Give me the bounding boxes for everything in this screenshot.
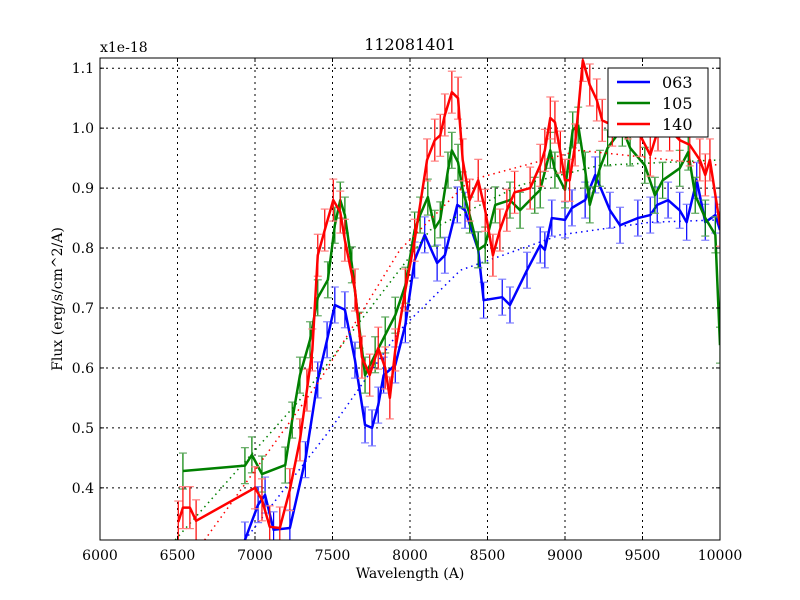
legend-label-105: 105 <box>662 94 693 113</box>
y-tick-label: 0.6 <box>72 361 94 377</box>
ticks: 6000 6500 7000 7500 8000 8500 9000 9500 10000 0.4… <box>72 58 743 564</box>
legend-label-063: 063 <box>662 73 693 92</box>
series-105 <box>174 106 720 540</box>
series-line-105 <box>182 123 720 476</box>
x-tick-label: 6500 <box>160 548 196 564</box>
y-tick-label: 0.9 <box>72 181 94 197</box>
x-tick-label: 8000 <box>392 548 428 564</box>
x-axis-label: Wavelength (A) <box>356 566 465 582</box>
y-axis-label: Flux (erg/s/cm^2/A) <box>50 227 66 371</box>
x-tick-label: 9500 <box>625 548 661 564</box>
y-tick-label: 1.1 <box>72 61 94 77</box>
y-tick-label: 0.8 <box>72 241 94 257</box>
x-tick-label: 7000 <box>237 548 273 564</box>
x-tick-label: 9000 <box>547 548 583 564</box>
x-tick-label: 6000 <box>82 548 118 564</box>
series-063 <box>240 156 720 540</box>
y-tick-label: 1.0 <box>72 121 94 137</box>
y-tick-label: 0.7 <box>72 301 94 317</box>
x-tick-label: 10000 <box>698 548 743 564</box>
plot-area <box>174 58 720 540</box>
legend: 063 105 140 <box>607 67 709 138</box>
x-tick-label: 8500 <box>470 548 506 564</box>
y-tick-label: 0.4 <box>72 481 94 497</box>
y-tick-label: 0.5 <box>72 421 94 437</box>
chart-title: 112081401 <box>364 35 456 54</box>
legend-label-140: 140 <box>662 115 693 134</box>
y-offset-label: x1e-18 <box>100 40 148 56</box>
fit-line-105 <box>174 159 720 540</box>
series-line-063 <box>243 173 720 540</box>
x-tick-label: 7500 <box>315 548 351 564</box>
